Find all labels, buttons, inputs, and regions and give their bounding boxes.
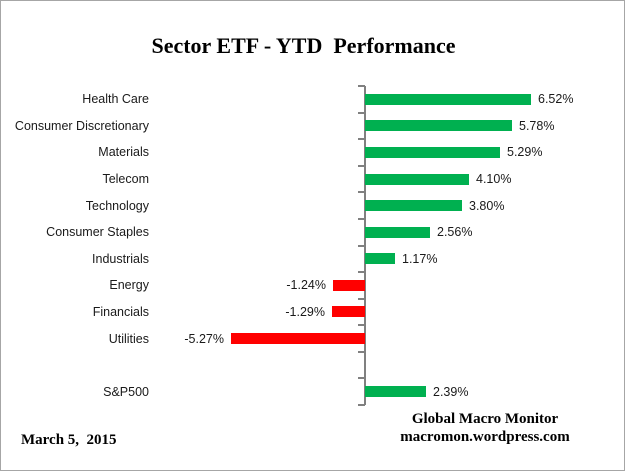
bar [365, 386, 426, 397]
category-label: Health Care [82, 92, 149, 106]
category-label: Materials [98, 145, 149, 159]
tick-mark [358, 244, 365, 247]
tick-mark [358, 377, 365, 380]
value-label: 5.78% [519, 119, 555, 133]
tick-mark [358, 138, 365, 141]
chart-title: Sector ETF - YTD Performance [151, 33, 456, 58]
tick-mark [358, 164, 365, 167]
category-label: S&P500 [103, 385, 149, 399]
source-name: Global Macro Monitor [411, 411, 559, 427]
tick-mark [358, 404, 365, 406]
tick-mark [358, 350, 365, 353]
value-label: 2.56% [437, 225, 473, 239]
category-label: Utilities [108, 332, 149, 346]
tick-mark [358, 324, 365, 327]
value-label: 1.17% [402, 252, 438, 266]
category-label: Consumer Discretionary [14, 119, 149, 133]
value-label: 4.10% [476, 172, 512, 186]
bar [365, 147, 500, 158]
category-label: Technology [85, 199, 149, 213]
y-axis-line [364, 86, 366, 405]
bar [365, 94, 531, 105]
footer-date: March 5, 2015 [21, 432, 117, 448]
bar [333, 280, 365, 291]
category-label: Telecom [102, 172, 149, 186]
value-label: 5.29% [507, 145, 543, 159]
bar [365, 200, 462, 211]
footer-source-block: Global Macro Monitor macromon.wordpress.… [345, 410, 624, 446]
tick-mark [358, 217, 365, 220]
bar [365, 120, 512, 131]
category-label: Industrials [92, 252, 149, 266]
value-label: 2.39% [433, 385, 469, 399]
value-label: -1.24% [286, 278, 326, 292]
tick-mark [358, 297, 365, 300]
value-label: -5.27% [184, 332, 224, 346]
tick-mark [358, 191, 365, 194]
bar [231, 333, 365, 344]
bar [332, 306, 365, 317]
tick-mark [358, 271, 365, 274]
value-label: -1.29% [285, 305, 325, 319]
bar [365, 174, 469, 185]
tick-mark [358, 85, 365, 87]
category-label: Consumer Staples [46, 225, 149, 239]
value-label: 6.52% [538, 92, 574, 106]
source-url: macromon.wordpress.com [400, 429, 570, 445]
category-label: Financials [92, 305, 149, 319]
value-label: 3.80% [469, 199, 505, 213]
bar [365, 227, 430, 238]
tick-mark [358, 111, 365, 114]
bar [365, 253, 395, 264]
category-label: Energy [109, 278, 149, 292]
